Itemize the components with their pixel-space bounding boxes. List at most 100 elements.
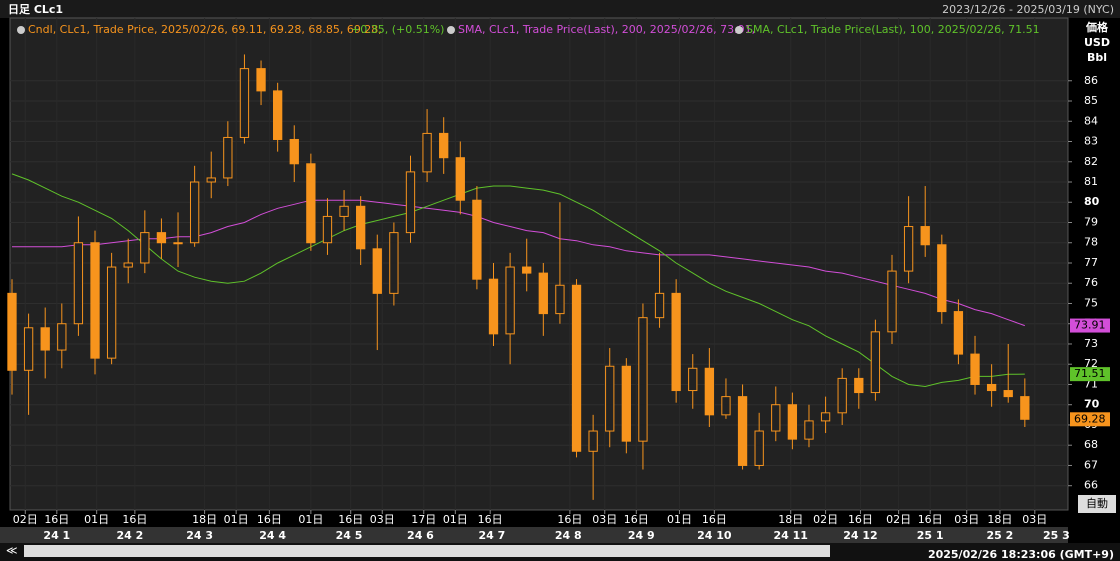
legend-entry: SMA, CLc1, Trade Price(Last), 100, 2025/… bbox=[746, 23, 1040, 36]
candle-body bbox=[688, 367, 698, 392]
x-tick-label: 02日 bbox=[886, 513, 911, 526]
x-tick-label: 02日 bbox=[813, 513, 838, 526]
x-tick-label: 01日 bbox=[298, 513, 323, 526]
month-label: 24 8 bbox=[555, 529, 582, 542]
candle-body bbox=[472, 199, 482, 280]
date-range: 2023/12/26 - 2025/03/19 (NYC) bbox=[942, 3, 1114, 16]
scroll-left[interactable]: ≪ bbox=[6, 544, 18, 557]
candle-body bbox=[887, 270, 897, 333]
axis-label: USD bbox=[1084, 36, 1110, 49]
candle-body bbox=[505, 266, 515, 335]
x-tick-label: 16日 bbox=[478, 513, 503, 526]
candle-body bbox=[588, 430, 598, 452]
candle-body bbox=[322, 215, 333, 244]
candle-body bbox=[206, 177, 216, 183]
candle-body bbox=[953, 311, 964, 355]
month-strip bbox=[0, 527, 1068, 543]
candle-body bbox=[804, 420, 814, 440]
y-tick-label: 82 bbox=[1084, 155, 1098, 168]
candle-body bbox=[837, 377, 847, 414]
candle-body bbox=[771, 404, 781, 432]
legend-icon bbox=[735, 26, 743, 34]
auto-button-label[interactable]: 自動 bbox=[1086, 496, 1108, 510]
candle-body bbox=[870, 331, 881, 394]
candle-body bbox=[937, 244, 947, 313]
candle-body bbox=[223, 136, 233, 179]
last-value-box bbox=[1070, 412, 1110, 427]
y-tick-label: 73 bbox=[1084, 337, 1098, 350]
month-label: 24 5 bbox=[336, 529, 363, 542]
candle-body bbox=[737, 396, 748, 466]
y-tick-label: 78 bbox=[1084, 236, 1098, 249]
y-tick-label: 75 bbox=[1084, 296, 1098, 309]
candle-body bbox=[1020, 396, 1030, 420]
x-tick-label: 16日 bbox=[338, 513, 363, 526]
last-value-box bbox=[1070, 367, 1110, 382]
x-tick-label: 16日 bbox=[624, 513, 649, 526]
candle-body bbox=[986, 383, 997, 392]
x-tick-label: 03日 bbox=[370, 513, 395, 526]
candle-body bbox=[106, 266, 117, 359]
candle-body bbox=[854, 377, 864, 394]
scrollbar[interactable] bbox=[24, 545, 830, 557]
candle-body bbox=[140, 232, 150, 264]
last-value-label: 73.91 bbox=[1074, 319, 1106, 332]
axis-label: 価格 bbox=[1085, 20, 1109, 34]
auto-button[interactable] bbox=[1078, 495, 1116, 513]
month-label: 24 6 bbox=[407, 529, 434, 542]
candle-body bbox=[356, 205, 366, 250]
header-bar bbox=[0, 0, 1120, 18]
candle-body bbox=[754, 430, 764, 466]
candle-body bbox=[439, 132, 449, 159]
y-tick-label: 79 bbox=[1084, 215, 1098, 228]
legend-icon bbox=[447, 26, 455, 34]
candle-body bbox=[721, 396, 731, 416]
axis-label: Bbl bbox=[1087, 51, 1107, 64]
candle-body bbox=[422, 132, 432, 173]
candle-body bbox=[256, 68, 266, 92]
candle-body bbox=[40, 327, 50, 351]
y-tick-label: 77 bbox=[1084, 256, 1098, 269]
chart-title: 日足 CLc1 bbox=[8, 3, 63, 16]
candle-body bbox=[156, 232, 167, 244]
x-tick-label: 18日 bbox=[778, 513, 803, 526]
x-tick-label: 03日 bbox=[592, 513, 617, 526]
candle-body bbox=[339, 205, 349, 217]
x-tick-label: 18日 bbox=[192, 513, 217, 526]
month-label: 25 3 bbox=[1043, 529, 1070, 542]
candle-body bbox=[123, 262, 133, 268]
month-label: 24 9 bbox=[628, 529, 655, 542]
x-tick-label: 16日 bbox=[44, 513, 69, 526]
candle-body bbox=[306, 163, 316, 244]
y-tick-label: 81 bbox=[1084, 175, 1098, 188]
candle-body bbox=[372, 248, 382, 294]
candle-body bbox=[605, 365, 615, 432]
x-tick-label: 16日 bbox=[848, 513, 873, 526]
legend-icon bbox=[17, 26, 25, 34]
candle-body bbox=[787, 404, 798, 440]
legend-entry: SMA, CLc1, Trade Price(Last), 200, 2025/… bbox=[458, 23, 755, 36]
candle-body bbox=[7, 292, 17, 371]
y-tick-label: 72 bbox=[1084, 357, 1098, 370]
y-tick-label: 84 bbox=[1084, 114, 1098, 127]
status-time: 2025/02/26 18:23:06 (GMT+9) bbox=[928, 548, 1114, 561]
x-tick-label: 16日 bbox=[918, 513, 943, 526]
x-tick-label: 16日 bbox=[257, 513, 282, 526]
y-tick-label: 85 bbox=[1084, 94, 1098, 107]
x-tick-label: 02日 bbox=[13, 513, 38, 526]
sma-line bbox=[12, 199, 1025, 327]
last-value-box bbox=[1070, 318, 1110, 333]
candle-body bbox=[173, 242, 183, 245]
last-value-label: 71.51 bbox=[1074, 367, 1106, 380]
candle-body bbox=[621, 365, 631, 442]
candle-body bbox=[671, 292, 681, 392]
candle-body bbox=[970, 353, 980, 385]
candle-body bbox=[455, 157, 465, 201]
candle-body bbox=[488, 278, 499, 335]
candle-body bbox=[289, 138, 299, 165]
x-tick-label: 01日 bbox=[224, 513, 249, 526]
candle-body bbox=[903, 226, 914, 272]
candle-body bbox=[405, 171, 416, 234]
candle-body bbox=[1003, 390, 1013, 398]
y-tick-label: 80 bbox=[1084, 195, 1100, 208]
